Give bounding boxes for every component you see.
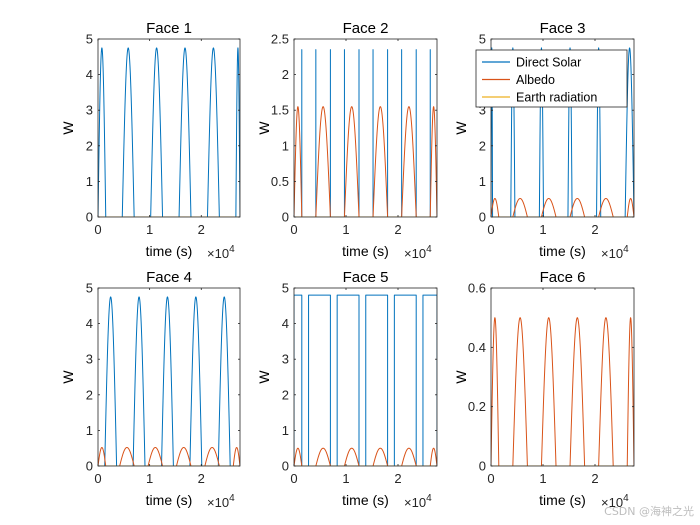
y-tick-label: 0 [479,210,486,225]
x-exponent-label: ×104 [601,244,629,261]
plot-area [98,39,240,217]
y-tick-label: 3 [479,103,486,118]
y-axis-label: W [453,370,469,384]
subplot-title: Face 1 [146,20,192,37]
x-tick-label: 1 [146,471,153,486]
x-axis-label: time (s) [146,492,193,508]
y-tick-label: 5 [86,281,93,296]
x-tick-label: 0 [487,471,494,486]
x-axis-label: time (s) [539,243,586,259]
subplot-title: Face 3 [540,20,586,37]
y-tick-label: 2 [282,387,289,402]
axes-box [97,38,241,218]
series-group [294,49,437,217]
series-direct-solar [294,49,437,217]
x-tick-label: 2 [394,471,401,486]
subplot-title: Face 2 [343,20,389,37]
x-axis-label: time (s) [342,492,389,508]
x-tick-label: 2 [394,222,401,237]
y-tick-label: 0 [282,459,289,474]
x-tick-label: 2 [198,222,205,237]
y-tick-label: 1 [86,423,93,438]
x-axis-label: time (s) [146,243,193,259]
x-tick-label: 1 [146,222,153,237]
subplot-face-4: 0 1 2 0 1 2 3 4 5 Face 4 time (s) ×104 W [60,269,241,510]
x-tick-label: 0 [290,471,297,486]
y-tick-label: 2 [479,138,486,153]
x-tick-label: 1 [342,222,349,237]
x-axis-label: time (s) [539,492,586,508]
y-tick-label: 1 [282,138,289,153]
x-tick-label: 1 [539,222,546,237]
y-tick-label: 2 [282,67,289,82]
y-tick-label: 2 [86,138,93,153]
y-tick-label: 2.5 [271,32,289,47]
subplot-face-6: 0 1 2 0 0.2 0.4 0.6 Face 6 time (s) ×104 W [453,269,635,510]
y-tick-label: 1.5 [271,103,289,118]
x-tick-label: 0 [94,222,101,237]
y-axis-label: W [453,121,469,135]
y-axis-label: W [60,121,76,135]
y-axis-label: W [256,121,272,135]
y-tick-label: 0 [86,459,93,474]
x-tick-label: 0 [290,222,297,237]
x-axis-label: time (s) [342,243,389,259]
x-tick-label: 2 [591,222,598,237]
y-tick-label: 1 [86,174,93,189]
y-axis-label: W [256,370,272,384]
y-tick-label: 1 [479,174,486,189]
y-tick-label: 0 [86,210,93,225]
plot-area [294,39,437,217]
x-tick-label: 1 [342,471,349,486]
axes-box [293,287,438,467]
y-tick-label: 0.6 [468,281,486,296]
y-tick-label: 1 [282,423,289,438]
x-tick-label: 0 [487,222,494,237]
x-exponent-label: ×104 [207,244,235,261]
axes-box [97,287,241,467]
y-tick-label: 5 [282,281,289,296]
legend-entry-label: Direct Solar [516,56,581,70]
axes-box [293,38,438,218]
x-tick-label: 1 [539,471,546,486]
subplot-title: Face 4 [146,269,192,286]
y-tick-label: 5 [479,32,486,47]
subplot-title: Face 5 [343,269,389,286]
subplot-face-2: 0 1 2 0 0.5 1 1.5 2 2.5 Face 2 time (s) ×104 W [256,20,438,261]
y-tick-label: 3 [282,352,289,367]
axes-box [490,287,635,467]
x-tick-label: 2 [198,471,205,486]
subplot-face-1: 0 1 2 0 1 2 3 4 5 Face 1 time (s) ×104 W [60,20,241,261]
y-tick-label: 0 [479,459,486,474]
legend[interactable]: Direct Solar Albedo Earth radiation [475,49,628,108]
legend-entry-label: Albedo [516,73,555,87]
series-direct-solar [98,296,240,466]
subplot-face-5: 0 1 2 0 1 2 3 4 5 Face 5 time (s) ×104 W [256,269,438,510]
subplot-title: Face 6 [540,269,586,286]
y-tick-label: 0.5 [271,174,289,189]
y-tick-label: 3 [86,103,93,118]
y-axis-label: W [60,370,76,384]
x-exponent-label: ×104 [601,493,629,510]
y-tick-label: 2 [86,387,93,402]
axes-box [490,38,635,218]
y-tick-label: 4 [86,67,93,82]
x-tick-label: 2 [591,471,598,486]
y-tick-label: 5 [86,32,93,47]
series-group [98,296,240,466]
x-exponent-label: ×104 [404,493,432,510]
y-tick-label: 0.2 [468,399,486,414]
x-tick-label: 0 [94,471,101,486]
y-tick-label: 4 [282,316,289,331]
y-tick-label: 3 [86,352,93,367]
x-exponent-label: ×104 [404,244,432,261]
y-tick-label: 0 [282,210,289,225]
y-tick-label: 0.4 [468,340,486,355]
legend-entry-label: Earth radiation [516,91,597,105]
y-tick-label: 4 [86,316,93,331]
watermark-text: CSDN @海神之光 [604,505,694,518]
x-exponent-label: ×104 [207,493,235,510]
